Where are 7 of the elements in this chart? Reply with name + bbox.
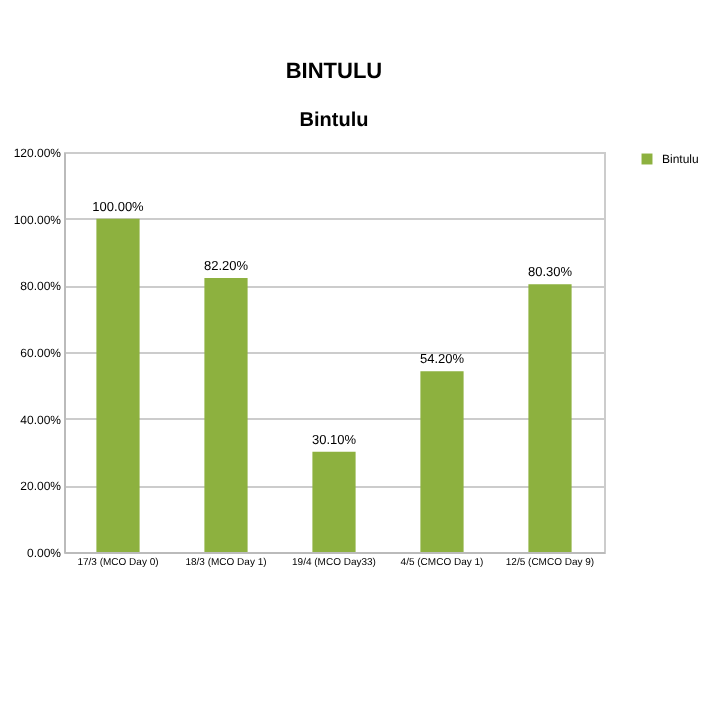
bar xyxy=(312,451,356,552)
bar xyxy=(96,218,140,552)
bar xyxy=(204,278,248,552)
chart-subtitle: Bintulu xyxy=(299,110,369,132)
bar xyxy=(528,284,572,552)
chart-title: BINTULU xyxy=(285,60,383,84)
bar xyxy=(420,371,464,552)
